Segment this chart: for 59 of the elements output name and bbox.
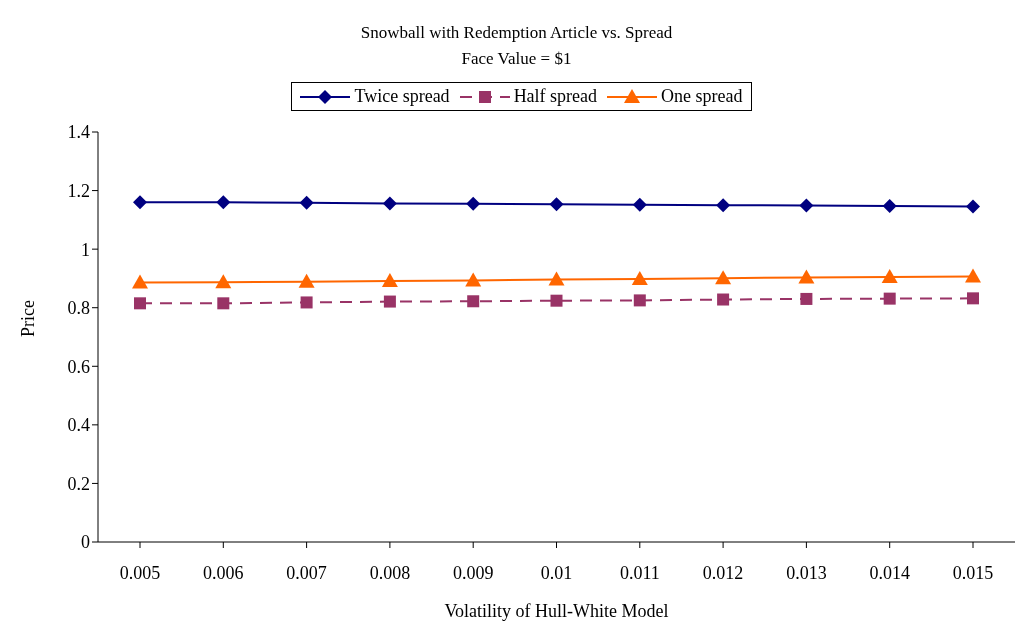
point xyxy=(883,292,896,305)
point xyxy=(967,292,979,305)
legend-label: Twice spread xyxy=(354,86,450,107)
x-tick-label: 0.006 xyxy=(203,562,244,583)
x-tick-label: 0.007 xyxy=(286,562,327,583)
x-tick-label: 0.012 xyxy=(702,562,744,583)
point xyxy=(465,272,482,287)
x-axis-title: Volatility of Hull-White Model xyxy=(444,601,669,621)
point xyxy=(965,268,981,283)
chart-title: Snowball with Redemption Article vs. Spread xyxy=(359,22,674,44)
x-tick-label: 0.008 xyxy=(369,562,411,583)
point xyxy=(381,273,398,288)
point xyxy=(716,198,731,213)
point xyxy=(550,294,563,307)
x-tick-label: 0.011 xyxy=(619,562,660,583)
x-tick-label: 0.015 xyxy=(952,562,994,583)
x-tick-label: 0.014 xyxy=(869,562,910,583)
point xyxy=(715,270,732,285)
x-tick-label: 0.01 xyxy=(540,562,573,583)
y-tick-label: 0 xyxy=(81,532,90,553)
y-tick-label: 0.6 xyxy=(67,356,90,377)
point xyxy=(134,297,146,310)
point xyxy=(966,199,980,214)
point xyxy=(632,197,647,212)
point xyxy=(383,295,396,308)
y-tick-label: 0.8 xyxy=(67,298,90,319)
chart-subtitle: Face Value = $1 xyxy=(460,48,573,70)
x-tick-label: 0.005 xyxy=(119,562,161,583)
point xyxy=(300,296,313,309)
y-tick-label: 1.2 xyxy=(67,180,90,201)
point xyxy=(215,274,232,289)
point xyxy=(299,195,314,210)
y-tick-label: 0.2 xyxy=(67,473,90,494)
point xyxy=(799,198,814,213)
point xyxy=(466,196,481,211)
point xyxy=(717,293,730,306)
point xyxy=(549,197,564,212)
y-axis-title: Price xyxy=(18,300,39,337)
point xyxy=(216,195,231,210)
legend-label: One spread xyxy=(661,86,743,107)
y-tick-label: 0.4 xyxy=(67,415,90,436)
y-tick-label: 1.4 xyxy=(67,122,90,143)
point xyxy=(631,271,648,286)
y-tick-label: 1 xyxy=(81,239,90,260)
point xyxy=(298,273,315,288)
point xyxy=(548,271,565,286)
point xyxy=(382,196,397,211)
point xyxy=(633,294,646,307)
point xyxy=(882,199,897,214)
point xyxy=(800,292,813,305)
legend-label: Half spread xyxy=(513,86,598,107)
x-tick-label: 0.013 xyxy=(786,562,827,583)
point xyxy=(798,269,815,284)
x-tick-label: 0.009 xyxy=(452,562,494,583)
point xyxy=(467,295,480,308)
point xyxy=(217,297,230,310)
point xyxy=(881,268,898,283)
point xyxy=(132,274,148,289)
point xyxy=(133,195,147,210)
